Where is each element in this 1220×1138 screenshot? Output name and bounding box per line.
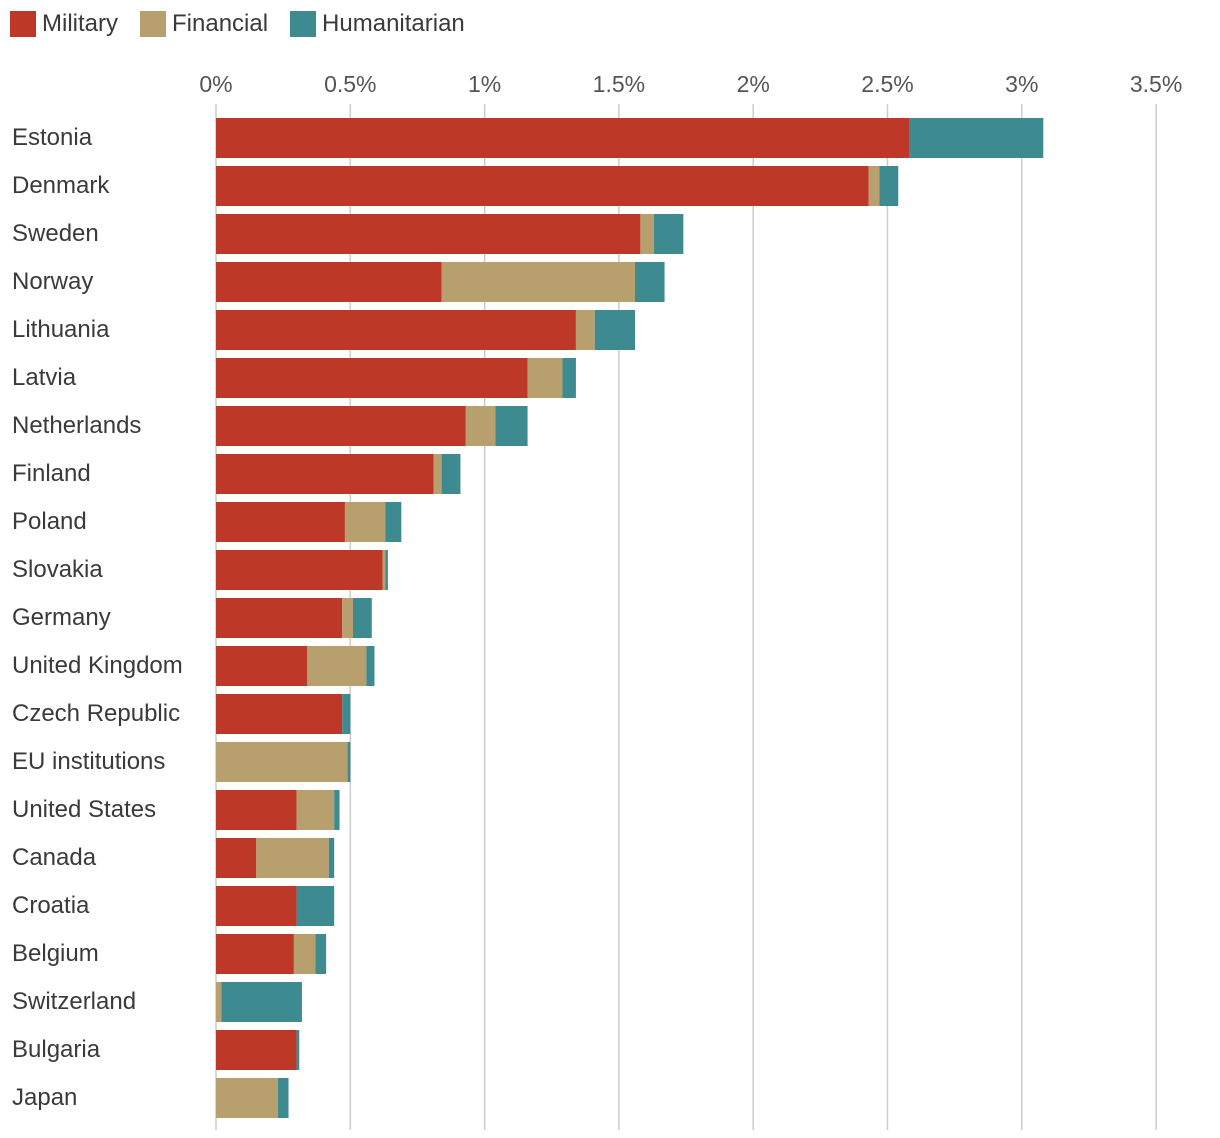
bar-financial [296,790,335,830]
bar-humanitarian [385,550,388,590]
x-tick-label: 0% [199,71,232,97]
legend-item-financial: Financial [140,10,268,38]
bar-financial [216,742,348,782]
bar-humanitarian [347,742,351,782]
category-label: Belgium [12,940,99,967]
bar-financial [382,550,386,590]
bar-humanitarian [366,646,375,686]
category-label: Germany [12,604,111,631]
bar-military [216,310,576,350]
x-tick-label: 1.5% [593,71,645,97]
bar-military [216,262,442,302]
bar-financial [433,454,442,494]
x-tick-label: 2% [737,71,770,97]
bar-financial [293,934,316,974]
legend-item-military: Military [10,10,118,38]
category-label: Czech Republic [12,700,180,727]
bar-humanitarian [635,262,665,302]
bar-humanitarian [441,454,461,494]
category-label: Canada [12,844,97,871]
bar-humanitarian [495,406,528,446]
category-label: Japan [12,1084,77,1111]
bar-humanitarian [653,214,684,254]
bar-military [216,214,641,254]
bar-humanitarian [221,982,302,1022]
category-label: United States [12,796,156,823]
category-label: Switzerland [12,988,136,1015]
category-label: Sweden [12,220,99,247]
bar-military [216,118,909,158]
bar-humanitarian [296,1030,300,1070]
bar-humanitarian [562,358,576,398]
legend: Military Financial Humanitarian [10,10,465,38]
bar-financial [216,1078,278,1118]
legend-label-military: Military [42,10,118,37]
bar-military [216,934,294,974]
category-label: Bulgaria [12,1036,101,1063]
bar-military [216,502,345,542]
bar-financial [216,982,222,1022]
category-label: Croatia [12,892,90,919]
category-label: United Kingdom [12,652,183,679]
category-label: Denmark [12,172,110,199]
category-label: Estonia [12,124,93,151]
bar-military [216,550,383,590]
bar-military [216,838,257,878]
bars [216,118,1044,1118]
bar-financial [342,598,353,638]
legend-swatch-financial [140,11,166,37]
x-tick-label: 0.5% [324,71,376,97]
legend-label-humanitarian: Humanitarian [322,10,465,37]
bar-military [216,790,297,830]
bar-military [216,646,308,686]
bar-financial [344,502,386,542]
category-label: EU institutions [12,748,165,775]
bar-humanitarian [315,934,327,974]
category-label: Poland [12,508,87,535]
bar-humanitarian [328,838,335,878]
category-label: Slovakia [12,556,103,583]
bar-military [216,598,343,638]
bar-military [216,886,297,926]
bar-military [216,694,343,734]
category-label: Lithuania [12,316,110,343]
bar-humanitarian [385,502,402,542]
bar-humanitarian [277,1078,289,1118]
bar-financial [527,358,563,398]
legend-swatch-humanitarian [290,11,317,37]
x-tick-label: 3% [1005,71,1038,97]
bar-financial [256,838,329,878]
bar-financial [307,646,367,686]
bar-financial [640,214,654,254]
bar-military [216,1030,297,1070]
category-label: Latvia [12,364,77,391]
category-label: Norway [12,268,93,295]
bar-humanitarian [342,694,351,734]
x-tick-label: 3.5% [1130,71,1182,97]
category-label: Finland [12,460,91,487]
bar-humanitarian [296,886,335,926]
bar-financial [441,262,636,302]
bar-financial [575,310,595,350]
bar-humanitarian [334,790,340,830]
bar-humanitarian [352,598,372,638]
bar-humanitarian [908,118,1044,158]
legend-item-humanitarian: Humanitarian [290,10,465,38]
bar-military [216,358,528,398]
legend-swatch-military [10,11,36,37]
x-tick-label: 1% [468,71,501,97]
bar-military [216,406,466,446]
bar-humanitarian [594,310,636,350]
bar-military [216,454,434,494]
bar-financial [868,166,880,206]
bar-humanitarian [879,166,899,206]
bar-financial [465,406,496,446]
legend-label-financial: Financial [172,10,269,37]
x-tick-label: 2.5% [861,71,913,97]
category-label: Netherlands [12,412,141,439]
bar-military [216,166,869,206]
